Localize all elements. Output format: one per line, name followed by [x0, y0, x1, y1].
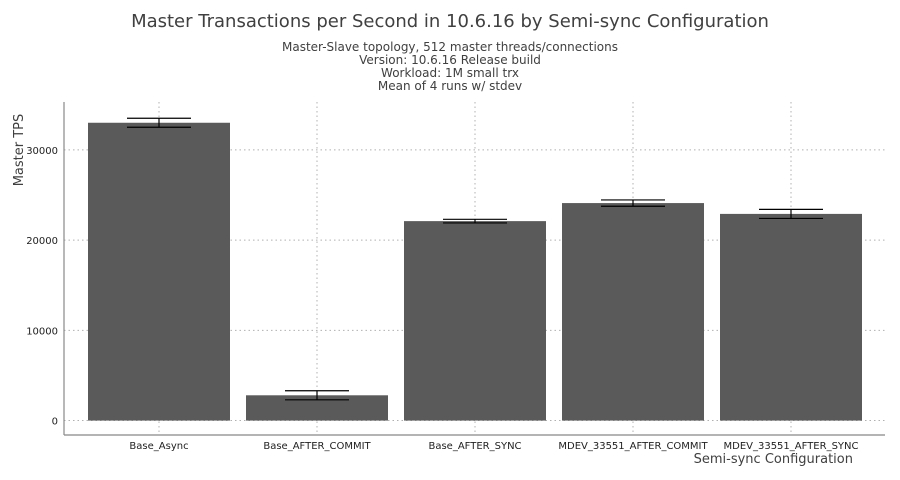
- bar: [88, 122, 230, 421]
- x-tick-label: MDEV_33551_AFTER_SYNC: [723, 441, 858, 452]
- chart-subtitle: Master-Slave topology, 512 master thread…: [0, 41, 900, 93]
- x-axis-label: Semi-sync Configuration: [694, 452, 853, 467]
- bar: [562, 203, 704, 421]
- y-tick-label: 10000: [26, 326, 58, 337]
- bar: [404, 221, 546, 421]
- y-tick-label: 20000: [26, 236, 58, 247]
- subtitle-line: Workload: 1M small trx: [381, 66, 519, 80]
- subtitle-line: Version: 10.6.16 Release build: [359, 53, 541, 67]
- x-tick-label: Base_AFTER_SYNC: [428, 441, 521, 452]
- x-tick-label: Base_AFTER_COMMIT: [263, 441, 371, 452]
- chart-title: Master Transactions per Second in 10.6.1…: [131, 11, 769, 32]
- y-axis-label: Master TPS: [12, 114, 27, 187]
- y-tick-label: 30000: [26, 146, 58, 157]
- bar: [720, 213, 862, 421]
- x-tick-label: Base_Async: [129, 441, 188, 452]
- subtitle-line: Mean of 4 runs w/ stdev: [377, 79, 523, 93]
- subtitle-line: Master-Slave topology, 512 master thread…: [281, 40, 619, 54]
- x-tick-label: MDEV_33551_AFTER_COMMIT: [558, 441, 708, 452]
- y-tick-label: 0: [52, 417, 58, 428]
